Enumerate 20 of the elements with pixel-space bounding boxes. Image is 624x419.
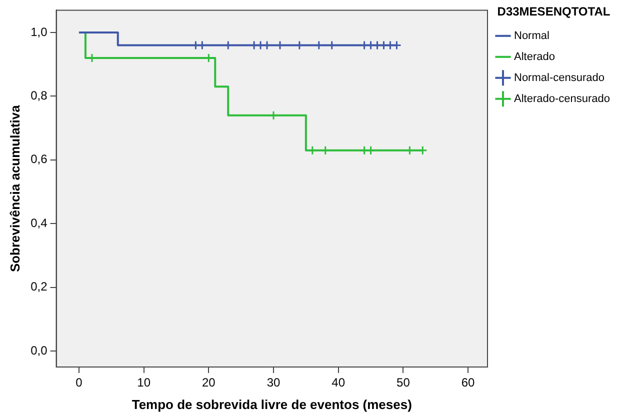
x-tick-label: 30 [266,376,281,390]
y-tick-label: 0,4 [30,216,48,230]
y-tick-label: 0,6 [30,152,48,166]
y-tick-label: 0,2 [30,280,48,294]
y-axis-title: Sobrevivência acumulativa [7,104,22,272]
x-axis-title: Tempo de sobrevida livre de eventos (meses) [132,396,412,412]
y-tick-label: 0,0 [30,343,48,358]
x-tick-label: 60 [461,376,476,390]
x-tick-label: 20 [202,376,216,390]
legend-label: Normal [514,30,550,42]
legend-label: Alterado [514,50,555,63]
x-tick-label: 40 [332,376,346,390]
legend-label: Alterado-censurado [514,92,610,105]
y-tick-label: 0,8 [30,88,48,103]
x-tick-label: 50 [396,376,410,390]
legend-label: Normal-censurado [514,72,604,84]
y-tick-label: 1,0 [30,24,48,39]
legend-title: D33MESENQTOTAL [497,4,610,18]
x-tick-label: 0 [76,376,83,390]
x-tick-label: 10 [137,376,151,390]
